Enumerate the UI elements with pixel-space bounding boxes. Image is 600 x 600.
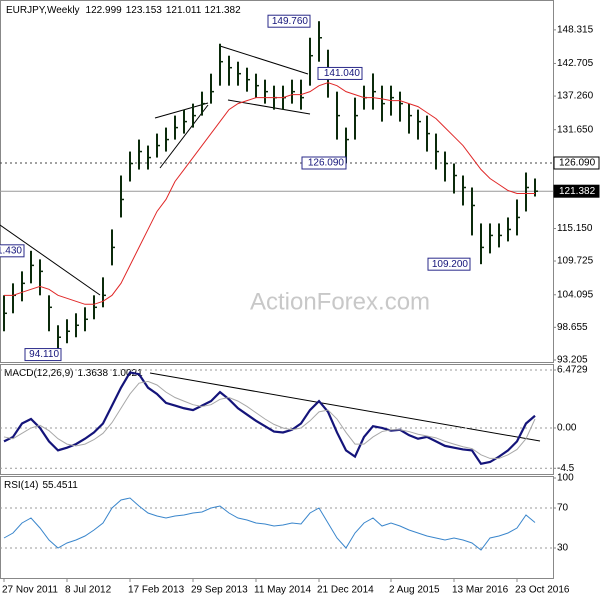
x-tick-label: 29 Sep 2013 [191,585,248,596]
y-tick-label: 115.150 [557,223,593,234]
y-tick-label: 30 [557,543,569,554]
chart-title: EURJPY,Weekly 122.999 123.153 121.011 121.38… [6,5,241,16]
annotation-label: 126.090 [308,158,345,169]
level-label: 121.382 [559,186,596,197]
annotation-box [317,66,363,80]
y-tick-label: 131.650 [557,124,594,135]
rsi-title: RSI(14) 55.4511 [4,480,78,491]
watermark: ActionForex.com [250,288,430,315]
annotation-box [267,14,311,28]
annotation-label: 109.200 [432,259,469,270]
quote: 122.999 [86,5,123,16]
annotation-label: 141.040 [324,68,361,79]
y-tick-label: 93.205 [557,355,588,366]
moving-average [4,82,535,305]
y-tick-label: -4.5 [557,463,575,474]
trendline [159,104,209,169]
title: RSI(14) [4,480,38,491]
y-tick-label: 100 [557,473,574,484]
series-line [3,380,536,459]
x-tick-label: 27 Nov 2011 [2,585,58,596]
x-tick-label: 2 Aug 2015 [389,585,440,596]
y-tick-label: 137.260 [557,91,594,102]
series-line [3,497,536,551]
last: 1.3638 [77,368,108,379]
y-tick-label: 6.4729 [557,365,588,376]
annotation-label: 111.430 [0,245,22,256]
trendline [154,102,209,119]
level-box [553,156,600,170]
trendline [0,224,101,296]
title: MACD(12,26,9) [4,368,73,379]
annotation-box [301,156,347,170]
x-tick-label: 17 Feb 2013 [128,585,185,596]
level-label: 126.090 [559,158,596,169]
x-tick-label: 21 Dec 2014 [317,585,374,596]
quote: 121.382 [205,5,242,16]
x-tick-label: 8 Jul 2012 [65,585,112,596]
annotation-label: 94.110 [29,349,59,360]
macd-frame [0,364,554,475]
y-tick-label: 104.095 [557,289,594,300]
x-tick-label: 13 Mar 2016 [452,585,509,596]
last: 55.4511 [42,480,78,491]
y-tick-label: 0.00 [557,423,577,434]
annotation-box [427,257,471,271]
quote: 121.011 [166,5,202,16]
annotation-box [0,244,25,258]
quote: 123.153 [126,5,163,16]
x-tick-label: 23 Oct 2016 [515,585,570,596]
rsi-frame [0,476,554,579]
y-tick-label: 142.705 [557,58,594,69]
series-line [3,371,536,466]
annotation-label: 149.760 [272,16,309,27]
y-tick-label: 98.655 [557,322,588,333]
annotation-box [24,348,62,362]
price-frame [0,0,554,363]
x-tick-label: 11 May 2014 [254,585,312,596]
last: 1.0021 [112,368,143,379]
y-tick-label: 148.315 [557,25,594,36]
y-tick-label: 70 [557,503,569,514]
trendline [219,45,309,75]
level-box [553,184,600,198]
y-tick-label: 109.725 [557,256,594,267]
title: EURJPY,Weekly [6,5,80,16]
trendline [149,372,541,442]
frames [0,0,554,579]
macd-title: MACD(12,26,9) 1.3638 1.0021 [4,368,143,379]
